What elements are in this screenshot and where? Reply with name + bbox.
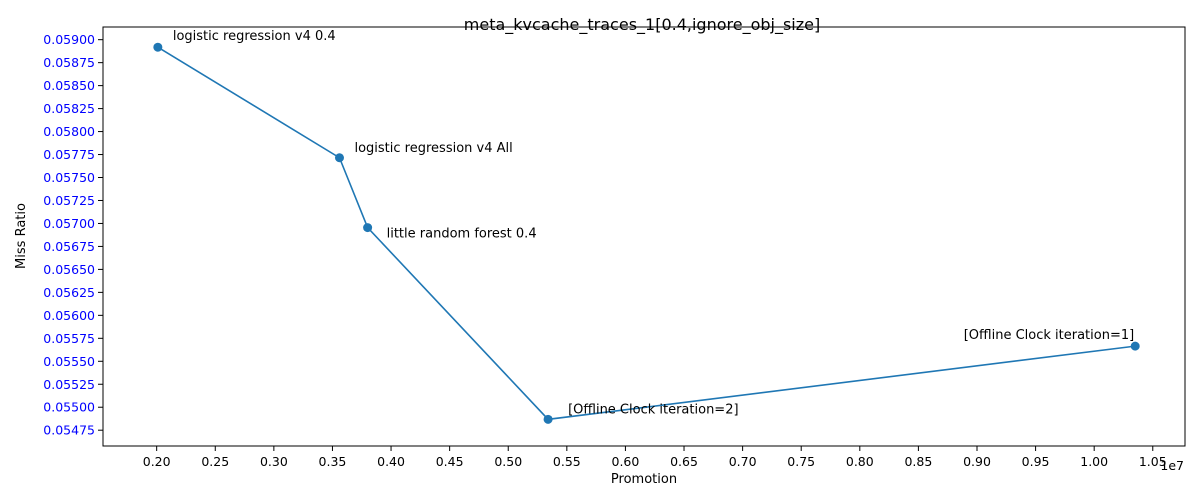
y-tick-label: 0.05625	[43, 285, 95, 300]
y-tick-label: 0.05750	[43, 170, 95, 185]
y-tick-label: 0.05850	[43, 78, 95, 93]
y-tick-label: 0.05725	[43, 193, 95, 208]
y-tick-label: 0.05700	[43, 216, 95, 231]
x-tick-label: 0.30	[260, 454, 288, 469]
data-point	[363, 223, 373, 233]
data-point	[1130, 341, 1140, 351]
x-tick-label: 0.40	[377, 454, 405, 469]
y-tick-label: 0.05525	[43, 377, 95, 392]
x-tick-label: 1.00	[1080, 454, 1108, 469]
point-annotation: [Offline Clock iteration=1]	[964, 328, 1134, 343]
y-tick-label: 0.05775	[43, 147, 95, 162]
x-tick-label: 0.55	[553, 454, 581, 469]
x-tick-label: 0.85	[904, 454, 932, 469]
point-annotation: little random forest 0.4	[387, 227, 537, 242]
point-annotation: logistic regression v4 0.4	[173, 29, 336, 44]
x-tick-label: 0.20	[143, 454, 171, 469]
x-tick-label: 0.65	[670, 454, 698, 469]
y-axis-label: Miss Ratio	[14, 203, 29, 269]
y-tick-label: 0.05900	[43, 32, 95, 47]
x-tick-label: 0.25	[201, 454, 229, 469]
series-layer	[153, 42, 1140, 424]
plot-frame	[102, 26, 1186, 447]
data-point	[153, 42, 163, 52]
data-point	[543, 414, 553, 424]
y-axis: 0.05475 0.05500 0.05525 0.05550 0.05575 0.056…	[43, 32, 103, 438]
y-tick-label: 0.05550	[43, 354, 95, 369]
x-tick-label: 1.05	[1139, 454, 1167, 469]
x-tick-label: 0.50	[494, 454, 522, 469]
y-tick-label: 0.05475	[43, 423, 95, 438]
x-axis: 0.20 0.25 0.30 0.35 0.40 0.45 0.50 0.55 0.60 0.65…	[143, 446, 1167, 469]
y-tick-label: 0.05875	[43, 55, 95, 70]
x-tick-label: 0.60	[612, 454, 640, 469]
y-tick-label: 0.05650	[43, 262, 95, 277]
y-tick-label: 0.05800	[43, 124, 95, 139]
x-tick-label: 0.75	[787, 454, 815, 469]
y-tick-label: 0.05825	[43, 101, 95, 116]
x-tick-label: 0.45	[436, 454, 464, 469]
series-line	[157, 46, 1136, 421]
x-tick-label: 0.70	[729, 454, 757, 469]
annotation-layer: logistic regression v4 0.4 logistic regre…	[173, 29, 1134, 417]
x-tick-label: 0.80	[846, 454, 874, 469]
y-tick-label: 0.05675	[43, 239, 95, 254]
y-tick-label: 0.05575	[43, 331, 95, 346]
x-tick-label: 0.90	[963, 454, 991, 469]
x-offset-text: 1e7	[1160, 458, 1184, 473]
point-annotation: logistic regression v4 All	[354, 141, 512, 156]
data-point	[334, 153, 344, 163]
chart-title: meta_kvcache_traces_1[0.4,ignore_obj_siz…	[464, 15, 820, 35]
y-tick-label: 0.05500	[43, 400, 95, 415]
x-tick-label: 0.95	[1022, 454, 1050, 469]
point-annotation: [Offline Clock iteration=2]	[568, 402, 738, 417]
x-tick-label: 0.35	[319, 454, 347, 469]
y-tick-label: 0.05600	[43, 308, 95, 323]
x-axis-label: Promotion	[611, 472, 677, 487]
